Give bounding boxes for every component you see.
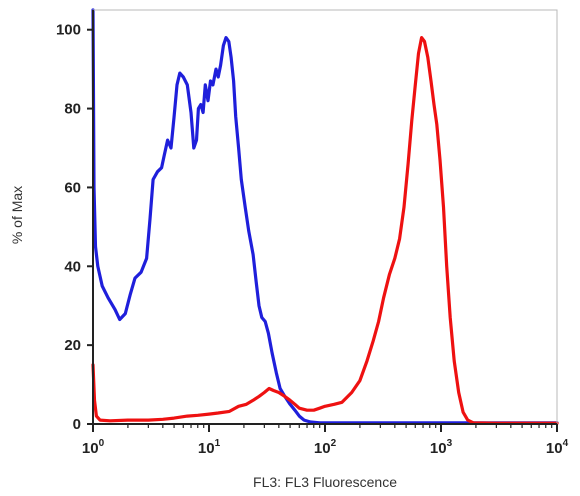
- x-axis-title: FL3: FL3 Fluorescence: [253, 474, 397, 490]
- y-axis-title: % of Max: [9, 186, 25, 244]
- y-tick-label: 20: [64, 337, 81, 354]
- y-tick-label: 0: [73, 416, 81, 433]
- x-tick-label: 100: [82, 438, 105, 457]
- x-tick-label: 102: [314, 438, 337, 457]
- series-line-2: [91, 36, 559, 425]
- y-tick-label: 60: [64, 179, 81, 196]
- x-tick-label: 104: [546, 438, 569, 457]
- axes: 0 20 40 60 80 100 100 101 102 103 104: [56, 9, 569, 457]
- x-tick-label: 103: [430, 438, 453, 457]
- x-tick-label: 101: [198, 438, 221, 457]
- y-tick-label: 100: [56, 22, 81, 39]
- y-tick-label: 80: [64, 101, 81, 118]
- plot-frame: [92, 9, 558, 425]
- y-tick-label: 40: [64, 258, 81, 275]
- plot-area: [91, 8, 559, 425]
- series-line-1: [91, 8, 559, 425]
